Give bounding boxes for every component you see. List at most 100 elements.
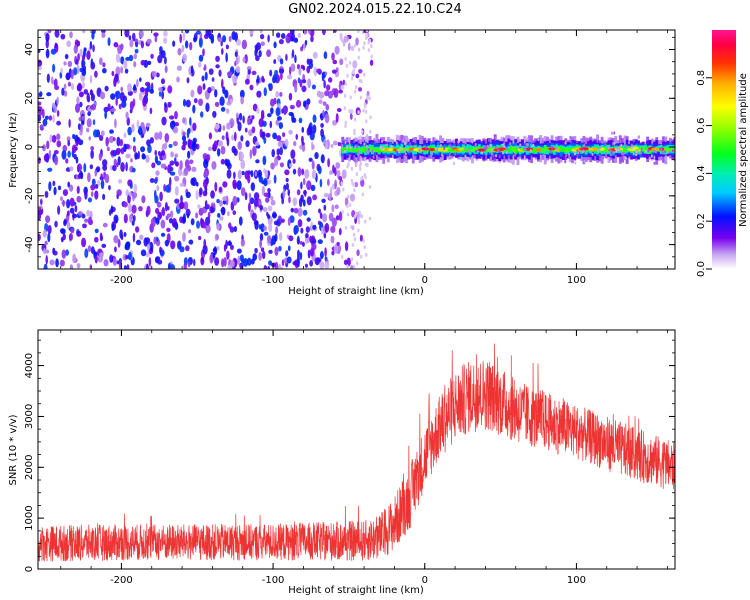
spectrogram-noise-cell: [125, 161, 128, 172]
spectrogram-noise-cell: [71, 144, 77, 154]
spectrogram-noise-cell: [161, 116, 167, 126]
spectrogram-noise-cell: [70, 227, 75, 234]
spectrogram-halo-cell: [449, 143, 452, 147]
spectrogram-noise-cell: [276, 116, 282, 121]
spectrogram-noise-cell: [272, 73, 278, 84]
spectrogram-noise-cell: [105, 136, 109, 147]
spectrogram-noise-cell: [320, 122, 324, 128]
spectrogram-noise-cell: [244, 127, 248, 133]
x-tick-label: -100: [262, 275, 285, 286]
spectrogram-noise-cell: [262, 207, 268, 213]
spectrogram-noise-cell: [324, 71, 328, 76]
spectrogram-halo-cell: [638, 135, 641, 139]
spectrogram-noise-cell: [60, 196, 63, 201]
spectrogram-noise-cell: [337, 141, 342, 147]
spectrogram-signal-cell: [507, 148, 511, 153]
spectrogram-noise-cell: [69, 197, 75, 207]
spectrogram-noise-cell: [342, 79, 346, 86]
spectrogram-noise-cell: [45, 39, 49, 49]
spectrogram-noise-cell: [311, 144, 315, 150]
spectrogram-noise-cell: [188, 239, 194, 245]
spectrogram-noise-cell: [224, 89, 229, 99]
snr-xlabel: Height of straight line (km): [288, 585, 424, 596]
spectrogram-noise-cell: [183, 263, 187, 269]
x-tick-label: 100: [567, 275, 586, 286]
spectrogram-noise-cell: [208, 132, 213, 140]
spectrogram-noise-cell: [297, 258, 300, 268]
spectrogram-signal-cell: [623, 148, 627, 153]
spectrogram-noise-cell: [342, 187, 345, 192]
spectrogram-noise-cell: [312, 194, 318, 201]
spectrogram-halo-cell: [596, 139, 599, 143]
spectrogram-noise-cell: [231, 134, 235, 141]
spectrogram-noise-cell: [117, 156, 121, 166]
spectrogram-noise-cell: [364, 162, 368, 167]
spectrogram-noise-cell: [60, 33, 66, 40]
spectrogram-halo-cell: [644, 149, 647, 153]
spectrogram-halo-cell: [583, 159, 586, 163]
spectrogram-noise-cell: [89, 40, 93, 50]
spectrogram-noise-cell: [293, 140, 297, 147]
spectrogram-halo-cell: [664, 150, 667, 154]
spectrogram-noise-cell: [167, 85, 173, 94]
spectrogram-noise-cell: [359, 135, 363, 140]
spectrogram-noise-cell: [145, 155, 150, 163]
spectrogram-noise-cell: [249, 149, 253, 160]
spectrogram-noise-cell: [205, 102, 210, 113]
spectrogram-noise-cell: [125, 111, 129, 120]
x-tick-label: 100: [567, 575, 586, 586]
spectrogram-halo-cell: [497, 149, 500, 153]
spectrogram-noise-cell: [61, 150, 67, 160]
spectrogram-noise-cell: [182, 31, 186, 42]
spectrogram-noise-cell: [99, 91, 106, 100]
spectrogram-signal-cell: [341, 147, 345, 153]
spectrogram-noise-cell: [259, 30, 263, 34]
spectrogram-noise-cell: [116, 189, 122, 197]
spectrogram-noise-cell: [270, 199, 276, 206]
spectrogram-noise-cell: [215, 64, 220, 69]
spectrogram-noise-cell: [100, 173, 103, 180]
spectrogram-noise-cell: [338, 89, 343, 94]
spectrogram-halo-cell: [576, 153, 579, 157]
spectrogram-noise-cell: [253, 197, 259, 208]
spectrogram-noise-cell: [344, 197, 349, 207]
spectrogram-halo-cell: [567, 154, 570, 159]
spectrogram-noise-cell: [50, 48, 57, 55]
spectrogram-signal-cell: [648, 148, 652, 154]
spectrogram-noise-cell: [153, 32, 159, 37]
spectrogram-noise-cell: [214, 88, 218, 98]
spectrogram-noise-cell: [301, 135, 304, 144]
spectrogram-signal-cell: [511, 146, 515, 152]
spectrogram-noise-cell: [215, 55, 220, 62]
spectrogram-halo-cell: [634, 150, 637, 154]
spectrogram-noise-cell: [309, 259, 314, 267]
spectrogram-noise-cell: [174, 153, 178, 158]
snr-series-line: [38, 343, 675, 562]
spectrogram-noise-cell: [190, 65, 194, 75]
spectrogram-noise-cell: [195, 212, 199, 219]
spectrogram-noise-cell: [282, 188, 286, 199]
spectrogram-noise-cell: [65, 72, 70, 81]
spectrogram-noise-cell: [45, 48, 50, 59]
spectrogram-noise-cell: [92, 119, 96, 126]
spectrogram-noise-cell: [113, 235, 119, 244]
spectrogram-noise-cell: [240, 96, 245, 105]
spectrogram-noise-cell: [217, 213, 221, 218]
spectrogram-halo-cell: [354, 159, 357, 163]
spectrogram-noise-cell: [338, 176, 343, 181]
spectrogram-noise-cell: [188, 229, 192, 234]
spectrogram-noise-cell: [189, 116, 192, 126]
spectrogram-noise-cell: [163, 142, 168, 150]
colorbar-tick-label: 0.4: [696, 165, 707, 181]
spectrogram-noise-cell: [39, 91, 43, 97]
spectrogram-noise-cell: [365, 119, 368, 124]
spectrogram-noise-cell: [357, 55, 360, 60]
spectrogram-noise-cell: [273, 59, 277, 64]
spectrogram-noise-cell: [346, 264, 349, 269]
spectrogram-noise-cell: [336, 186, 341, 196]
spectrogram-noise-cell: [360, 178, 365, 187]
spectrogram-noise-cell: [56, 110, 60, 117]
spectrogram-noise-cell: [327, 158, 330, 168]
spectrogram-noise-cell: [311, 242, 317, 251]
